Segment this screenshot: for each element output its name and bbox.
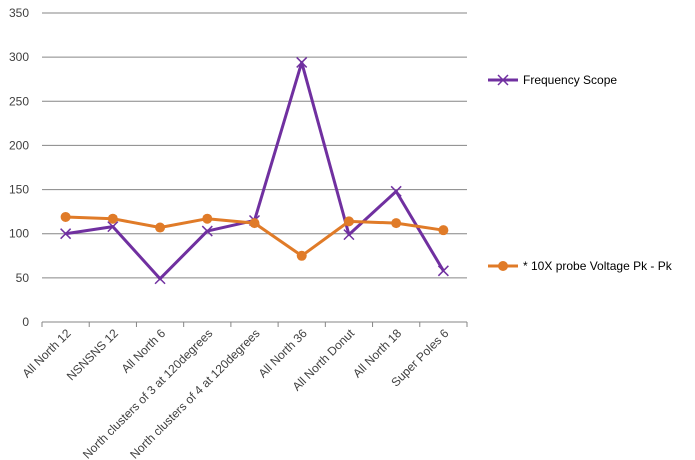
legend-item: * 10X probe Voltage Pk - Pk [488,259,673,273]
data-point [60,228,72,240]
data-point [438,225,449,236]
data-point [201,225,213,237]
data-point [437,265,449,277]
data-point [343,229,355,241]
y-tick-label: 0 [22,315,29,329]
y-tick-label: 200 [9,138,29,152]
data-point [296,56,308,68]
data-point [107,213,118,224]
gridlines [42,12,467,323]
y-tick-label: 300 [9,50,29,64]
series-layer [60,56,449,285]
y-tick-label: 250 [9,94,29,108]
y-tick-label: 100 [9,227,29,241]
legend-marker [498,261,508,271]
data-point [60,211,71,222]
data-point [343,216,354,227]
legend-label: Frequency Scope [523,73,617,87]
legend: Frequency Scope * 10X probe Voltage Pk - … [488,73,673,273]
data-point [154,273,166,285]
y-tick-label: 150 [9,183,29,197]
data-point [249,218,260,229]
data-point [202,213,213,224]
legend-item: Frequency Scope [488,73,617,87]
series-line [65,60,445,281]
y-tick-label: 50 [16,271,30,285]
x-tick-label: All North 6 [119,326,169,376]
data-point [155,222,166,233]
data-point [390,185,402,197]
legend-label: * 10X probe Voltage Pk - Pk [523,259,673,273]
y-tick-label: 350 [9,6,29,20]
data-point [107,221,119,233]
y-axis: 0 50 100 150 200 250 300 350 [9,6,29,329]
legend-marker [497,74,509,86]
data-point [391,218,402,229]
data-point [296,250,307,261]
x-tick-label: NSNSNS 12 [64,326,121,383]
